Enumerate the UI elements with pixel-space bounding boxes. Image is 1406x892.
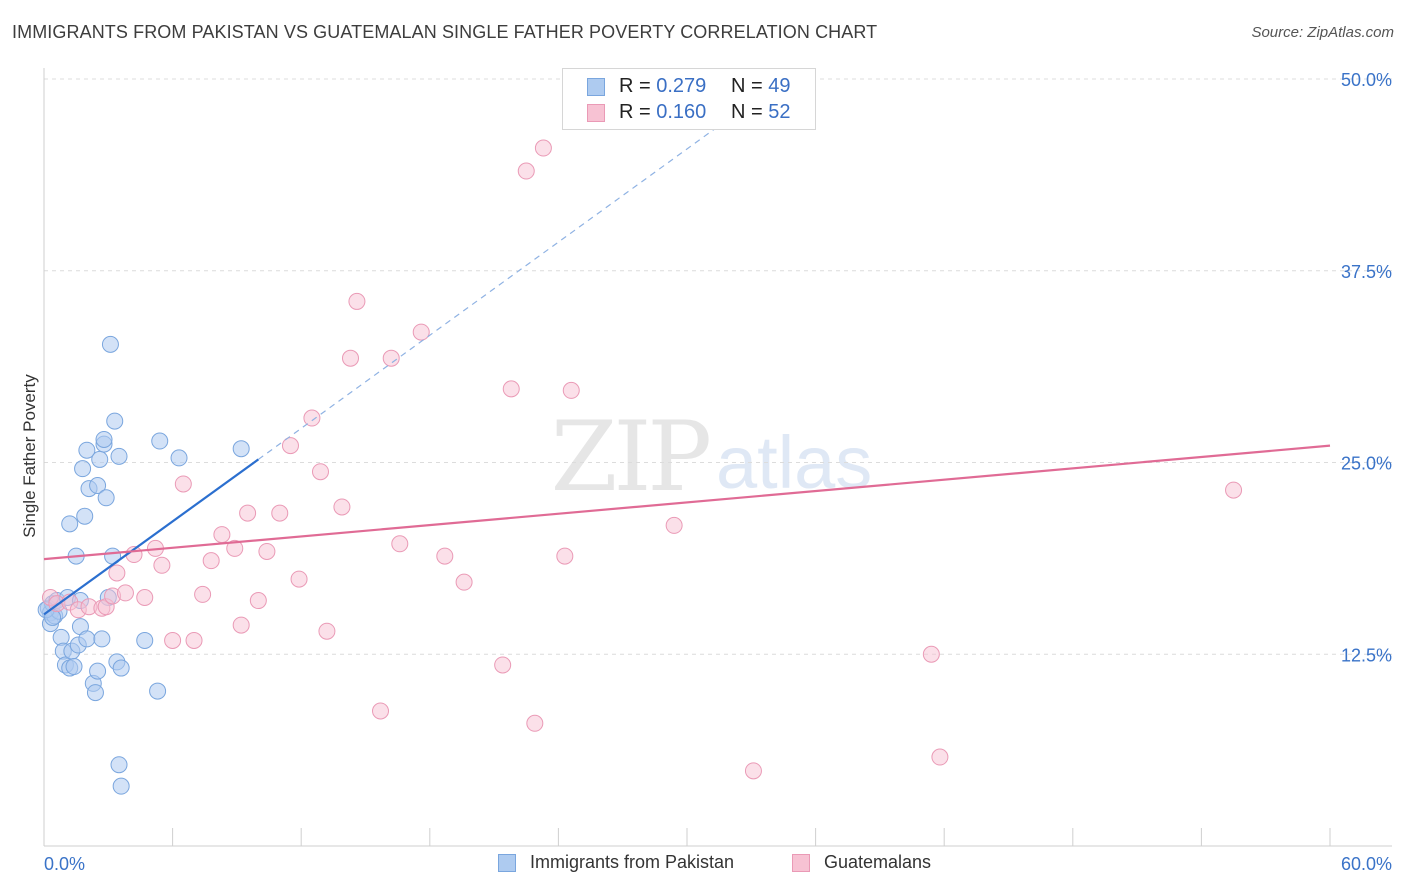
data-point-pakistan — [110, 447, 128, 465]
data-point-pakistan — [101, 335, 119, 353]
watermark-atlas: atlas — [716, 421, 872, 504]
data-point-pakistan — [78, 441, 96, 459]
data-point-guatemalans — [348, 292, 366, 310]
data-point-pakistan — [170, 449, 188, 467]
data-point-guatemalans — [333, 498, 351, 516]
data-point-pakistan — [110, 756, 128, 774]
data-point-guatemalans — [318, 622, 336, 640]
y-tick-label: 25.0% — [1341, 454, 1392, 474]
legend-label: Guatemalans — [824, 852, 932, 872]
data-point-guatemalans — [931, 748, 949, 766]
trend-line-pakistan — [43, 458, 259, 616]
data-point-guatemalans — [744, 762, 762, 780]
data-point-guatemalans — [303, 409, 321, 427]
data-point-guatemalans — [455, 573, 473, 591]
data-point-pakistan — [95, 430, 113, 448]
data-point-pakistan — [61, 515, 79, 533]
data-point-pakistan — [76, 507, 94, 525]
data-point-guatemalans — [526, 714, 544, 732]
data-point-pakistan — [78, 630, 96, 648]
data-point-pakistan — [89, 477, 107, 495]
data-point-pakistan — [112, 777, 130, 795]
data-point-guatemalans — [232, 616, 250, 634]
data-point-pakistan — [232, 440, 250, 458]
data-point-guatemalans — [239, 504, 257, 522]
chart-title: IMMIGRANTS FROM PAKISTAN VS GUATEMALAN S… — [12, 22, 878, 42]
data-point-pakistan — [151, 432, 169, 450]
data-point-guatemalans — [108, 564, 126, 582]
data-point-guatemalans — [185, 631, 203, 649]
data-point-guatemalans — [164, 631, 182, 649]
data-point-guatemalans — [116, 584, 134, 602]
data-point-guatemalans — [922, 645, 940, 663]
trend-line-guatemalans — [43, 444, 1331, 561]
data-point-guatemalans — [341, 349, 359, 367]
data-point-guatemalans — [436, 547, 454, 565]
y-tick-label: 37.5% — [1341, 262, 1392, 282]
data-point-pakistan — [89, 662, 107, 680]
data-point-guatemalans — [202, 552, 220, 570]
data-point-guatemalans — [153, 556, 171, 574]
r-stat: R = 0.160 — [619, 101, 707, 123]
legend-swatch-blue — [498, 854, 516, 872]
n-stat: N = 52 — [731, 101, 791, 123]
data-point-pakistan — [136, 631, 154, 649]
n-stat: N = 49 — [731, 75, 791, 97]
data-point-guatemalans — [136, 588, 154, 606]
legend-swatch-pink — [587, 104, 605, 122]
data-point-guatemalans — [517, 162, 535, 180]
data-point-pakistan — [112, 659, 130, 677]
data-point-guatemalans — [494, 656, 512, 674]
data-point-guatemalans — [226, 539, 244, 557]
watermark-zip: ZIP — [551, 401, 710, 513]
source-label: Source: ZipAtlas.com — [1251, 24, 1394, 41]
legend-swatch-blue — [587, 78, 605, 96]
data-point-pakistan — [91, 450, 109, 468]
data-point-guatemalans — [249, 592, 267, 610]
data-point-guatemalans — [1225, 481, 1243, 499]
legend-label: Immigrants from Pakistan — [530, 852, 735, 872]
data-point-guatemalans — [562, 381, 580, 399]
data-point-guatemalans — [502, 380, 520, 398]
data-point-guatemalans — [391, 535, 409, 553]
data-point-pakistan — [86, 684, 104, 702]
data-point-pakistan — [106, 412, 124, 430]
data-point-guatemalans — [194, 585, 212, 603]
data-point-guatemalans — [556, 547, 574, 565]
data-point-guatemalans — [372, 702, 390, 720]
data-point-pakistan — [74, 460, 92, 478]
trend-line-pakistan-extrapolated — [257, 70, 795, 460]
data-point-guatemalans — [281, 437, 299, 455]
data-point-guatemalans — [311, 463, 329, 481]
data-point-pakistan — [65, 658, 83, 676]
data-point-guatemalans — [258, 542, 276, 560]
y-tick-label: 50.0% — [1341, 70, 1392, 90]
data-point-guatemalans — [213, 526, 231, 544]
x-tick-label: 0.0% — [44, 854, 85, 874]
series-legend: Immigrants from Pakistan Guatemalans — [0, 852, 1406, 878]
data-point-pakistan — [149, 682, 167, 700]
r-stat: R = 0.279 — [619, 75, 707, 97]
data-point-guatemalans — [382, 349, 400, 367]
data-point-guatemalans — [174, 475, 192, 493]
stats-legend: R = 0.279 N = 49 R = 0.160 N = 52 — [562, 68, 816, 130]
data-point-guatemalans — [271, 504, 289, 522]
data-point-guatemalans — [665, 516, 683, 534]
y-tick-label: 12.5% — [1341, 645, 1392, 665]
x-tick-label: 60.0% — [1341, 854, 1392, 874]
legend-swatch-pink — [792, 854, 810, 872]
data-point-pakistan — [97, 489, 115, 507]
data-point-guatemalans — [290, 570, 308, 588]
data-point-guatemalans — [534, 139, 552, 157]
data-point-pakistan — [93, 630, 111, 648]
data-point-guatemalans — [412, 323, 430, 341]
